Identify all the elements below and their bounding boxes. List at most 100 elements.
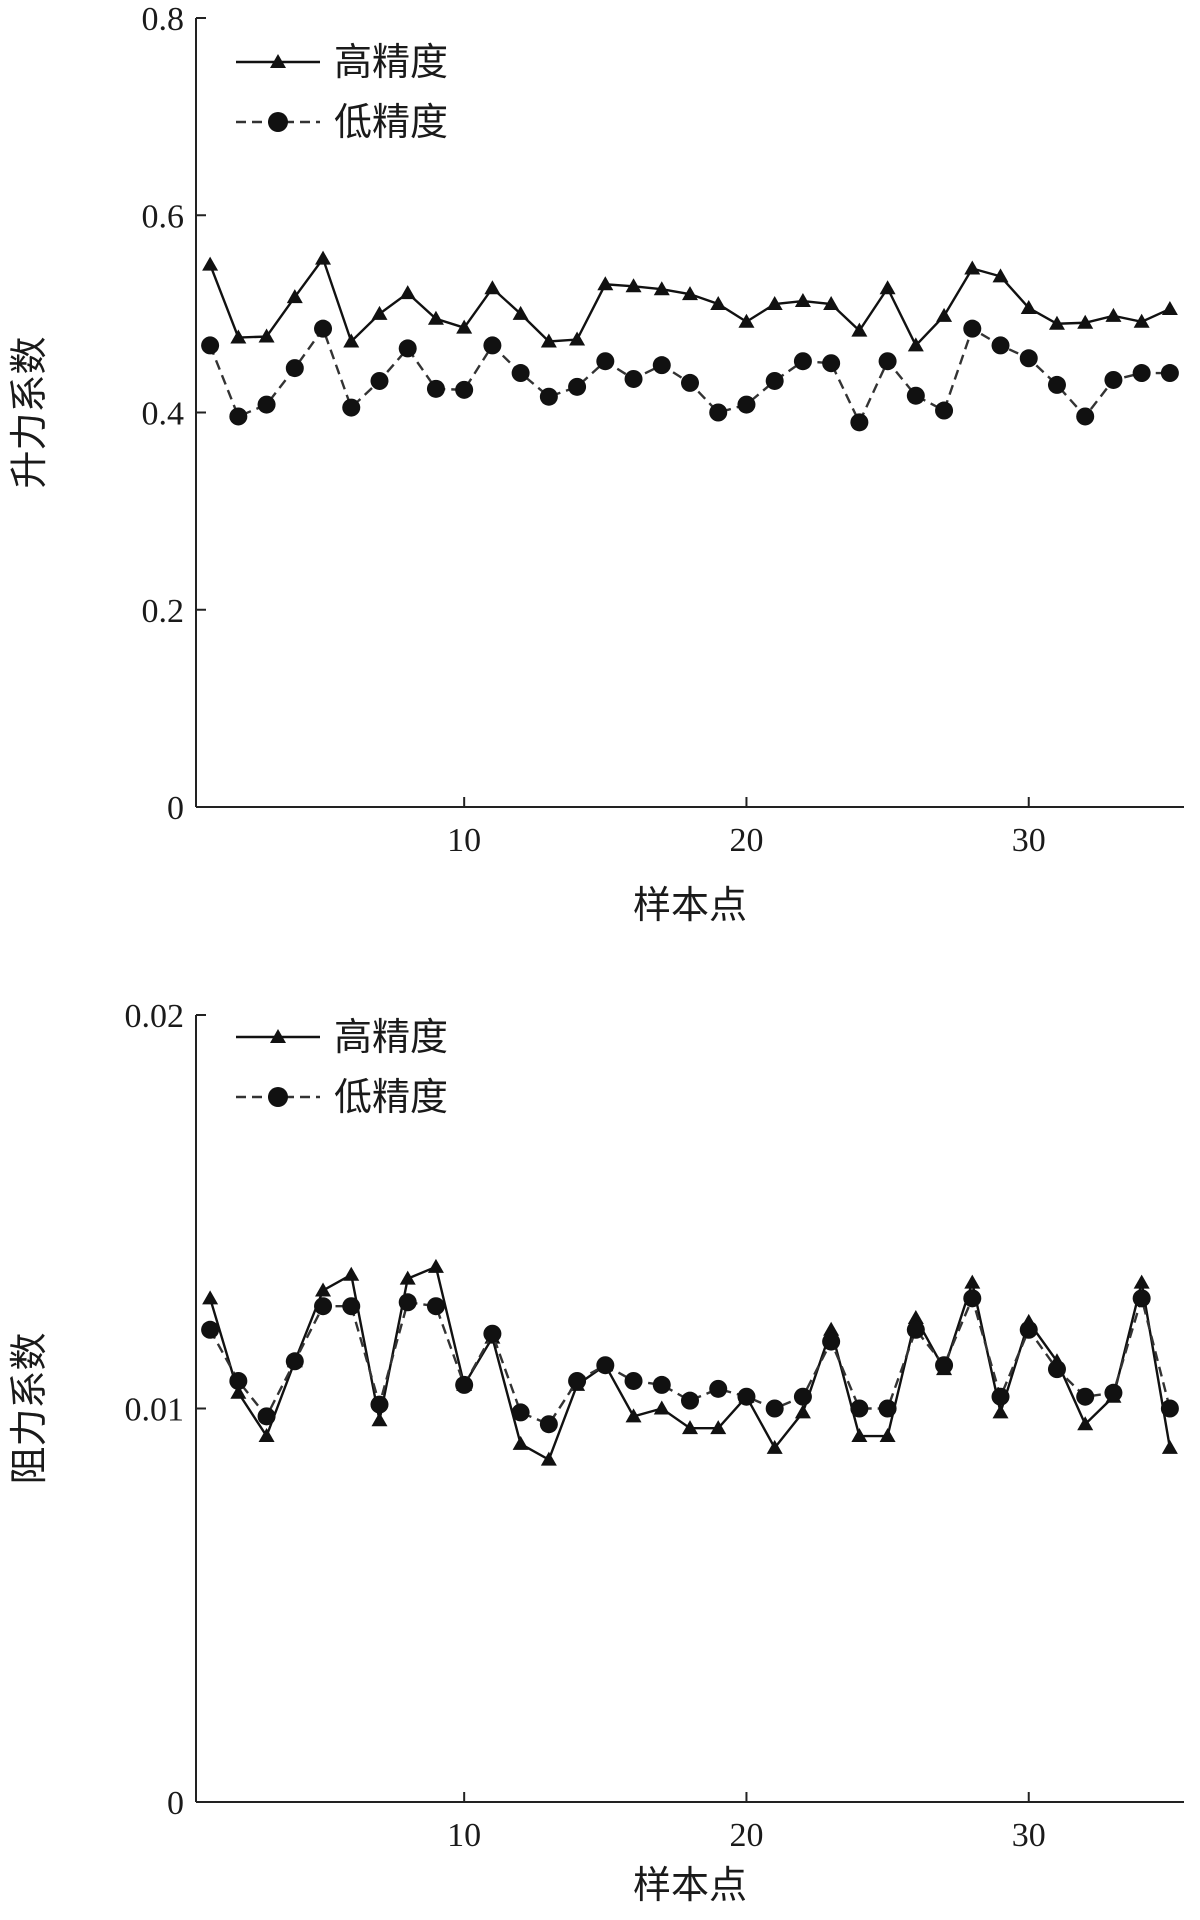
chart1-series-high-point [936,307,953,322]
chart1-legend-marker-circle [268,112,288,132]
chart1-series-low-point [398,339,417,358]
chart1-series-low-point [257,395,276,414]
chart2-series-high-point [540,1451,557,1466]
chart1-series-high-point [823,296,840,311]
chart2-series-low-point [539,1415,558,1434]
chart2-series-low-point [201,1320,220,1339]
chart1-series-high-point [879,280,896,295]
chart1-series-high-point [399,285,416,300]
chart1-series-low-point [1047,375,1066,394]
chart2-series-low-point [935,1356,954,1375]
chart2-series-low-point [455,1375,474,1394]
chart1-series-low-point [935,401,954,420]
chart1-series-high-point [202,256,219,271]
chart2-series-high-point [258,1428,275,1443]
chart1-series-low-point [201,336,220,355]
chart2-series-low-point [285,1352,304,1371]
chart1-legend-marker-triangle [270,54,286,68]
chart2-series-high-point [992,1404,1009,1419]
chart2-series-high-point [682,1420,698,1435]
chart2-series-high-point [907,1309,924,1324]
chart1-series-high-point [597,276,614,291]
chart2-series-high-point [625,1408,642,1423]
chart1-series-high-point [230,329,247,344]
chart2-series-high-point [653,1400,670,1415]
chart1-xtick-label: 20 [729,822,763,859]
chart2-series-high-point [427,1258,444,1273]
chart2-series-low-point [257,1407,276,1426]
chart1-y-axis-label: 升力系数 [9,336,51,488]
chart1-series-high-point [653,281,670,296]
chart2-series-low-point [963,1289,982,1308]
chart2-series-low-point [1160,1399,1179,1418]
chart2-series-high-point [343,1266,360,1281]
chart1-series-low-point [878,352,897,371]
chart1-series-high-point [625,278,642,293]
chart2-series-high-point [794,1404,811,1419]
chart1-series-low-point [1019,349,1038,368]
chart1-series-high-point [682,286,698,301]
chart1-series-low-point [850,413,869,432]
chart1-series-low-point [285,359,304,378]
chart2-legend-marker-triangle [270,1029,286,1043]
chart2-xtick-label: 30 [1012,1817,1046,1854]
chart2-series-low-point [624,1371,643,1390]
chart1-series-low-point [511,364,530,383]
chart1-series-low-point [991,336,1010,355]
chart1-series-high-point [964,260,981,275]
chart2-series-high-point [1077,1416,1094,1431]
chart1-series-high-point [1161,300,1178,315]
chart2-series-high-point [371,1412,388,1427]
chart2-series-low-point [709,1379,728,1398]
chart2-series-low-point [681,1391,699,1410]
chart1-series-low-point [624,369,643,388]
chart1-series-high-point [343,333,360,348]
chart2-series-low-point [906,1320,925,1339]
chart2-series-high-point [851,1428,868,1443]
chart2-series-low-point [850,1399,869,1418]
chart2-series-low-point [991,1387,1010,1406]
chart2-series-low-point [398,1293,417,1312]
chart1-series-high-point [540,333,557,348]
chart1-ytick-label: 0.8 [142,1,185,38]
chart1-series-low-point [681,373,699,392]
chart1-series-low-point [370,371,389,390]
chart1-series-high-point [851,322,868,337]
chart2-ytick-label: 0.01 [125,1392,185,1429]
chart2-series-low-point [314,1297,333,1316]
chart2-legend-marker-circle [268,1087,288,1107]
chart2-series-low-point [229,1371,248,1390]
chart2-series-low-point [652,1375,671,1394]
chart2-series-low-point [878,1399,897,1418]
chart1-series-high-line [208,256,1171,348]
chart1-series-high-point [738,313,755,328]
chart1-series-high-point [1048,315,1065,330]
chart2-x-axis-label: 样本点 [633,1865,747,1907]
chart2-series-low-point [1076,1387,1095,1406]
chart1-series-high-point [569,331,586,346]
chart1-series-high-point [907,337,924,352]
chart1-series-high-point [794,293,811,308]
chart1-ytick-label: 0.4 [142,396,185,433]
chart1-series-high-point [315,250,332,265]
chart1-series-low-point [963,319,982,338]
chart1-series-low-point [1076,407,1095,426]
chart1-legend-label-2: 低精度 [334,102,448,144]
chart1-series-low-point [426,379,445,398]
chart1-legend-label-1: 高精度 [334,42,448,84]
chart1-series-high-point [1133,313,1150,328]
chart2-series-low-point [822,1332,841,1351]
chart1-series-low-point [539,387,558,406]
chart1-series-high-point [992,268,1009,283]
chart1-series-low-point [793,352,812,371]
chart2-series-high-point [1161,1439,1178,1454]
chart2-series-low-point [1019,1320,1038,1339]
chart1-series-high-point [1077,314,1094,329]
chart2-series-low-line [209,1293,1172,1426]
chart1-series-high-point [710,296,727,311]
chart1-series-low-point [709,403,728,422]
chart1-series-high-point [512,305,529,320]
